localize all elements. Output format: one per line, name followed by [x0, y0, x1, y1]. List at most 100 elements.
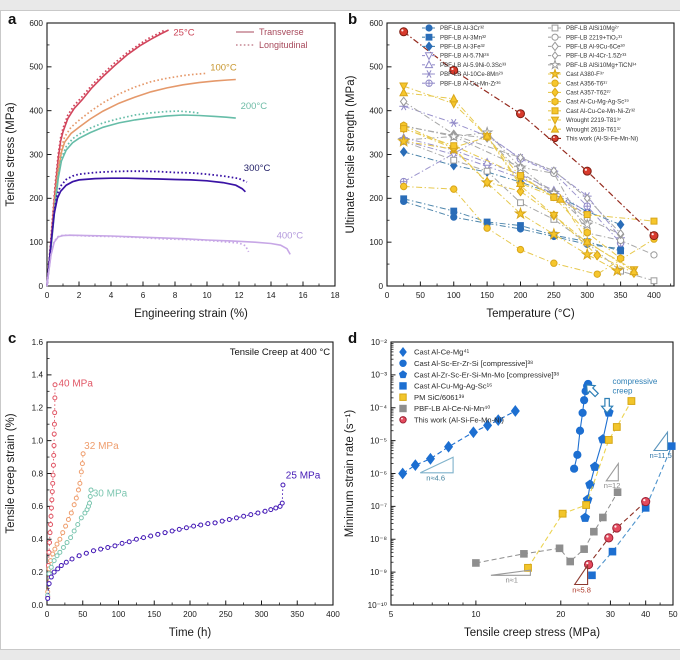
svg-text:300: 300	[29, 150, 43, 159]
svg-text:1.4: 1.4	[32, 371, 44, 380]
panel-c-letter: c	[8, 330, 17, 347]
svg-text:Engineering strain (%): Engineering strain (%)	[134, 308, 248, 320]
svg-text:Transverse: Transverse	[259, 27, 304, 37]
svg-text:400: 400	[369, 106, 383, 115]
svg-text:This work (Al-Si-Fe-Mn-Ni): This work (Al-Si-Fe-Mn-Ni)	[414, 415, 504, 424]
svg-text:Cast Al-Sc-Er-Zr-Si [compressi: Cast Al-Sc-Er-Zr-Si [compressive]³⁸	[414, 359, 533, 368]
svg-text:30 MPa: 30 MPa	[93, 489, 128, 500]
panel-d-chart: 5 10 20 30 40 50 10⁻² 10⁻³ 10⁻⁴ 10⁻⁵ 10⁻⁶ 10⁻⁷ 10⁻⁸ 1…	[344, 338, 678, 639]
svg-text:30: 30	[606, 610, 616, 619]
svg-text:0: 0	[45, 291, 50, 300]
svg-text:PBF-LB Al-3Cr³²: PBF-LB Al-3Cr³²	[440, 25, 484, 32]
svg-text:Cast Al-Cu-Ce-Mn-Ni-Zr³²: Cast Al-Cu-Ce-Mn-Ni-Zr³²	[566, 108, 635, 115]
svg-text:Minimum strain rate (s⁻¹): Minimum strain rate (s⁻¹)	[344, 410, 356, 538]
svg-text:6: 6	[141, 291, 146, 300]
svg-text:200°C: 200°C	[241, 101, 268, 112]
panel-b-letter: b	[348, 11, 358, 28]
svg-text:250: 250	[547, 291, 561, 300]
svg-text:300: 300	[255, 610, 269, 619]
svg-text:Tensile stress (MPa): Tensile stress (MPa)	[5, 102, 17, 206]
svg-text:12: 12	[234, 291, 244, 300]
svg-text:50: 50	[416, 291, 426, 300]
svg-text:n≈1: n≈1	[505, 575, 517, 584]
svg-text:Tensile creep stress (MPa): Tensile creep stress (MPa)	[464, 627, 600, 639]
svg-text:200: 200	[183, 610, 197, 619]
svg-text:600: 600	[369, 19, 383, 28]
svg-text:PBF-LB Al-3Mn³²: PBF-LB Al-3Mn³²	[440, 34, 486, 41]
svg-text:This work (Al-Si-Fe-Mn-Ni): This work (Al-Si-Fe-Mn-Ni)	[566, 136, 638, 143]
svg-text:PBF-LB Al-Ce-Ni-Mn⁴⁰: PBF-LB Al-Ce-Ni-Mn⁴⁰	[414, 404, 490, 413]
svg-text:0.8: 0.8	[32, 469, 44, 478]
svg-text:32 MPa: 32 MPa	[84, 441, 119, 452]
svg-text:350: 350	[290, 610, 304, 619]
svg-text:PBF-LB Al-5.9Ni-0.3Sc³³: PBF-LB Al-5.9Ni-0.3Sc³³	[440, 62, 506, 69]
svg-text:PM SiC/6061³⁹: PM SiC/6061³⁹	[414, 393, 465, 402]
svg-text:8: 8	[173, 291, 178, 300]
svg-text:1.0: 1.0	[32, 436, 44, 445]
svg-text:PBF-LB AlSi10Mg²⁷: PBF-LB AlSi10Mg²⁷	[566, 25, 619, 32]
svg-text:Tensile creep strain (%): Tensile creep strain (%)	[5, 413, 17, 533]
svg-text:0: 0	[378, 282, 383, 291]
svg-text:10⁻⁶: 10⁻⁶	[370, 469, 387, 478]
svg-text:n≈5.8: n≈5.8	[572, 586, 591, 595]
svg-text:200: 200	[369, 194, 383, 203]
svg-text:10⁻⁸: 10⁻⁸	[370, 535, 387, 544]
svg-text:Cast Al-Cu-Mg-Ag-Sc¹⁶: Cast Al-Cu-Mg-Ag-Sc¹⁶	[414, 382, 492, 391]
figure-container: a 0 2 4 6 8 10 12 14 16 18 0 100 200 300 400 500 600 Engi…	[0, 10, 680, 650]
svg-text:0.4: 0.4	[32, 535, 44, 544]
svg-text:Cast Al-Ce-Mg⁴¹: Cast Al-Ce-Mg⁴¹	[414, 348, 470, 357]
svg-text:350: 350	[614, 291, 628, 300]
svg-text:PBF-LB AlSi10Mg+TiCN³⁴: PBF-LB AlSi10Mg+TiCN³⁴	[566, 62, 637, 69]
panel-c-chart: 0 50 100 150 200 250 300 350 400 0.0 0.2 0.4 0.6 0.8 1…	[5, 338, 340, 639]
svg-text:Temperature (°C): Temperature (°C)	[486, 308, 574, 320]
svg-text:Cast A356-T6³⁷: Cast A356-T6³⁷	[566, 80, 608, 87]
svg-text:0.0: 0.0	[32, 601, 44, 610]
svg-text:n≈12: n≈12	[604, 481, 621, 490]
svg-text:100: 100	[447, 291, 461, 300]
svg-text:400°C: 400°C	[277, 231, 304, 242]
svg-text:n≈4.6: n≈4.6	[426, 473, 445, 482]
svg-text:20: 20	[556, 610, 566, 619]
svg-text:150: 150	[147, 610, 161, 619]
svg-text:150: 150	[480, 291, 494, 300]
svg-text:Cast Al-Cu-Mg-Ag-Sc¹⁹: Cast Al-Cu-Mg-Ag-Sc¹⁹	[566, 99, 629, 106]
svg-text:300: 300	[580, 291, 594, 300]
svg-text:Wrought 2618-T61³⁷: Wrought 2618-T61³⁷	[566, 126, 621, 133]
svg-text:0: 0	[45, 610, 50, 619]
svg-text:300°C: 300°C	[244, 163, 271, 174]
svg-text:0: 0	[38, 282, 43, 291]
svg-text:40: 40	[641, 610, 651, 619]
svg-text:10: 10	[202, 291, 212, 300]
svg-text:16: 16	[298, 291, 308, 300]
svg-text:400: 400	[326, 610, 340, 619]
svg-text:400: 400	[29, 106, 43, 115]
panel-d-letter: d	[348, 330, 358, 347]
svg-text:40 MPa: 40 MPa	[58, 378, 93, 389]
svg-text:100: 100	[112, 610, 126, 619]
svg-text:10⁻⁴: 10⁻⁴	[370, 404, 387, 413]
panel-b: b 0 50 100 150 200 250 300 350 400 0 100 200 300 400 5…	[341, 11, 680, 330]
svg-text:300: 300	[369, 150, 383, 159]
svg-text:Ultimate tensile strength (MPa: Ultimate tensile strength (MPa)	[345, 75, 357, 233]
svg-text:PBF-LB 2219+TiO₂³¹: PBF-LB 2219+TiO₂³¹	[566, 34, 622, 41]
svg-text:PBF-LB Al-3Fe³²: PBF-LB Al-3Fe³²	[440, 44, 485, 51]
svg-text:PBF-LB Al-Cu-Mn-Zr³⁶: PBF-LB Al-Cu-Mn-Zr³⁶	[440, 80, 501, 87]
svg-text:18: 18	[330, 291, 340, 300]
svg-text:Cast A357-T62²⁷: Cast A357-T62²⁷	[566, 90, 611, 97]
panel-a-letter: a	[8, 11, 17, 28]
svg-text:Time (h): Time (h)	[169, 627, 212, 639]
svg-text:PBF-LB Al-5.7Ni²⁸: PBF-LB Al-5.7Ni²⁸	[440, 53, 489, 60]
svg-text:1.2: 1.2	[32, 404, 44, 413]
svg-text:10⁻⁵: 10⁻⁵	[370, 436, 387, 445]
svg-text:200: 200	[29, 194, 43, 203]
svg-text:600: 600	[29, 19, 43, 28]
panel-a: a 0 2 4 6 8 10 12 14 16 18 0 100 200 300 400 500 600 Engi…	[1, 11, 341, 330]
svg-text:n≈11.5: n≈11.5	[649, 451, 671, 460]
svg-text:Longitudinal: Longitudinal	[259, 40, 308, 50]
svg-text:25 MPa: 25 MPa	[286, 470, 321, 481]
svg-text:5: 5	[389, 610, 394, 619]
svg-text:10⁻⁷: 10⁻⁷	[371, 502, 387, 511]
svg-text:100: 100	[369, 238, 383, 247]
svg-text:PBF-LB Al-10Ce-8Mn²⁹: PBF-LB Al-10Ce-8Mn²⁹	[440, 71, 504, 78]
